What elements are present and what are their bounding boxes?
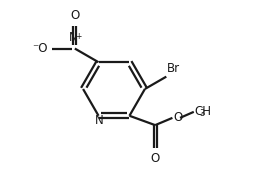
Text: O: O [173, 111, 182, 124]
Text: Br: Br [167, 62, 180, 75]
Text: N: N [69, 31, 78, 44]
Text: O: O [70, 9, 79, 22]
Text: 3: 3 [199, 109, 205, 118]
Text: +: + [75, 32, 81, 41]
Text: N: N [95, 114, 104, 127]
Text: O: O [150, 152, 160, 165]
Text: ⁻O: ⁻O [33, 42, 48, 55]
Text: CH: CH [195, 105, 212, 118]
